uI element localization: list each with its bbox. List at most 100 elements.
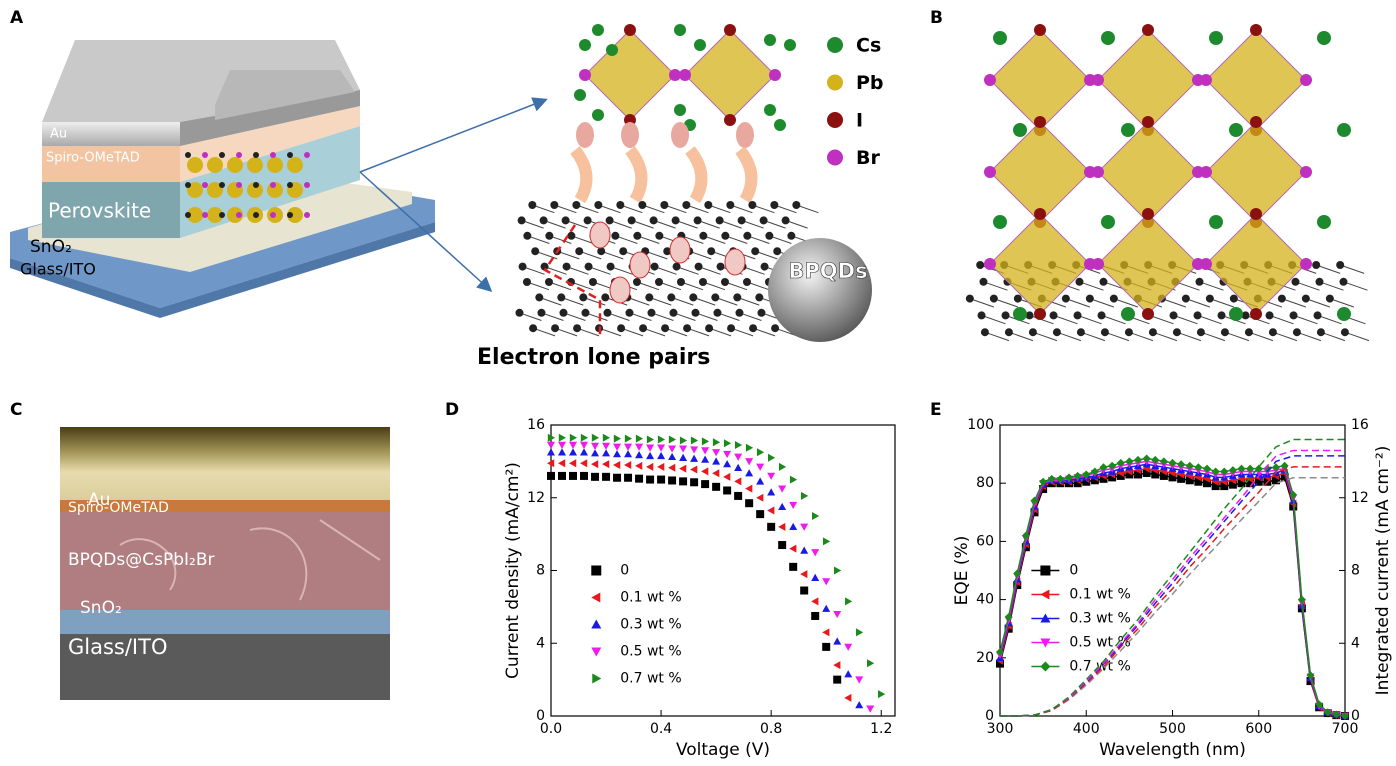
carbon [1029, 328, 1037, 336]
data-point [646, 463, 653, 471]
atom [236, 152, 242, 158]
atom [1034, 24, 1046, 36]
atom [227, 157, 243, 173]
carbon [761, 263, 769, 271]
data-point [679, 465, 686, 473]
carbon [757, 309, 765, 317]
carbon [1002, 311, 1010, 319]
carbon [691, 309, 699, 317]
layer-label: BPQDs@CsPbI₂Br [68, 550, 215, 570]
carbon [726, 201, 734, 209]
legend-label: 0 [620, 563, 629, 579]
atom [1209, 31, 1223, 45]
y2-tick-label: 8 [1351, 563, 1360, 579]
carbon [1312, 261, 1320, 269]
y-tick-label: 0 [536, 708, 545, 724]
data-point [580, 448, 588, 455]
carbon [645, 293, 653, 301]
x-axis-label: Voltage (V) [676, 740, 770, 760]
data-point [801, 492, 808, 500]
data-point [591, 443, 599, 450]
legend-label: 0 [1069, 563, 1078, 579]
data-point [547, 472, 555, 480]
carbon [976, 261, 984, 269]
data-point [657, 463, 664, 471]
y-tick-label: 0 [985, 708, 994, 724]
atom [1101, 215, 1115, 229]
data-point [844, 644, 852, 651]
atom [592, 109, 604, 121]
octahedron [1098, 30, 1198, 130]
data-point [690, 446, 698, 453]
atom-name: Br [856, 147, 880, 169]
carbon [617, 324, 625, 332]
data-point [646, 476, 654, 484]
data-point [657, 452, 665, 459]
carbon [743, 232, 751, 240]
carbon [531, 247, 539, 255]
data-point [822, 628, 829, 636]
atom [679, 69, 691, 81]
carbon [581, 309, 589, 317]
legend-marker [1040, 566, 1050, 576]
data-point [778, 485, 786, 492]
carbon [655, 232, 663, 240]
y2-tick-label: 4 [1351, 635, 1360, 651]
data-point [690, 478, 698, 486]
data-point [723, 460, 731, 467]
carbon [743, 278, 751, 286]
data-point [735, 441, 742, 449]
carbon [1173, 328, 1181, 336]
data-point [822, 578, 830, 585]
atom-name: Cs [856, 35, 881, 57]
lone-pair [590, 222, 610, 248]
data-point [558, 448, 566, 455]
y2-tick-label: 0 [1351, 708, 1360, 724]
data-point [800, 587, 808, 595]
electron-cloud [671, 122, 689, 148]
data-point [745, 499, 753, 507]
data-point [767, 523, 775, 531]
carbon [979, 278, 987, 286]
atom [674, 104, 686, 116]
carbon [751, 247, 759, 255]
carbon [782, 216, 790, 224]
carbon [716, 216, 724, 224]
carbon [562, 216, 570, 224]
data-point [823, 537, 830, 545]
atom [1209, 215, 1223, 229]
carbon [638, 201, 646, 209]
data-point [591, 449, 599, 456]
atom [1317, 31, 1331, 45]
atom [984, 166, 996, 178]
carbon [1098, 311, 1106, 319]
data-point [723, 473, 730, 481]
carbon [748, 201, 756, 209]
carbon [787, 232, 795, 240]
carbon [1005, 328, 1013, 336]
data-point [635, 475, 643, 483]
carbon [682, 201, 690, 209]
carbon [1086, 295, 1094, 303]
carbon [717, 263, 725, 271]
data-point [547, 448, 555, 455]
atom [1121, 307, 1135, 321]
octahedron [585, 30, 675, 120]
carbon [559, 309, 567, 317]
atom [287, 182, 293, 188]
octahedron [1206, 214, 1306, 314]
electron-cloud [621, 122, 639, 148]
atom [1337, 123, 1351, 137]
atom [1250, 208, 1262, 220]
atom [674, 24, 686, 36]
data-point [757, 448, 764, 456]
data-point [613, 444, 621, 451]
data-point [789, 563, 797, 571]
data-point [844, 694, 851, 702]
data-point [833, 676, 841, 684]
octahedron [990, 30, 1090, 130]
legend-label: 0.5 wt % [620, 644, 681, 660]
carbon [607, 263, 615, 271]
data-point [822, 605, 830, 612]
layer-label: Au [50, 127, 67, 142]
